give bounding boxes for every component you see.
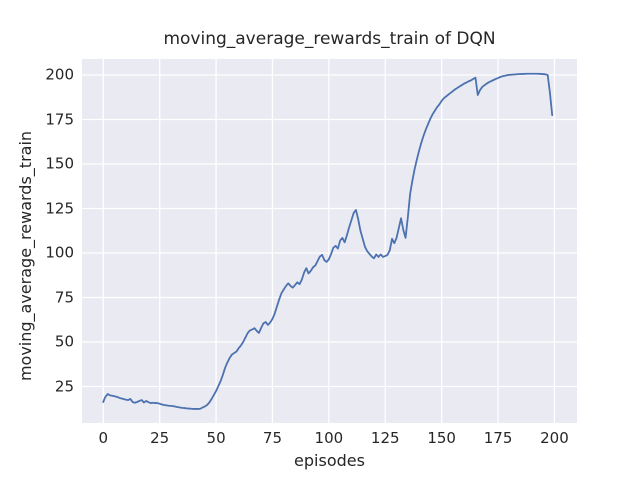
x-tick-label: 0 [98, 429, 109, 447]
y-tick-label: 75 [54, 288, 74, 306]
reward-series-line [102, 72, 554, 410]
y-tick-label: 200 [45, 65, 74, 84]
x-tick-label: 200 [540, 429, 569, 447]
y-tick-label: 25 [54, 377, 74, 395]
x-tick-label: 175 [483, 429, 513, 447]
x-tick-label: 125 [370, 429, 400, 447]
y-axis-label: moving_average_rewards_train [15, 130, 35, 382]
x-axis-label: episodes [294, 451, 365, 470]
x-tick-label: 100 [314, 429, 344, 447]
y-tick-label: 175 [45, 110, 74, 129]
chart-title: moving_average_rewards_train of DQN [163, 29, 496, 49]
y-tick-label: 100 [45, 243, 74, 262]
plot-area [82, 59, 577, 423]
x-tick-label: 50 [206, 429, 226, 447]
line-chart [82, 59, 577, 423]
x-tick-label: 75 [262, 429, 283, 447]
y-tick-label: 125 [45, 199, 74, 218]
y-tick-label: 50 [54, 332, 74, 351]
x-tick-label: 25 [150, 429, 170, 447]
x-tick-label: 150 [427, 429, 456, 447]
y-tick-label: 150 [45, 154, 74, 173]
grid-lines [82, 59, 577, 423]
